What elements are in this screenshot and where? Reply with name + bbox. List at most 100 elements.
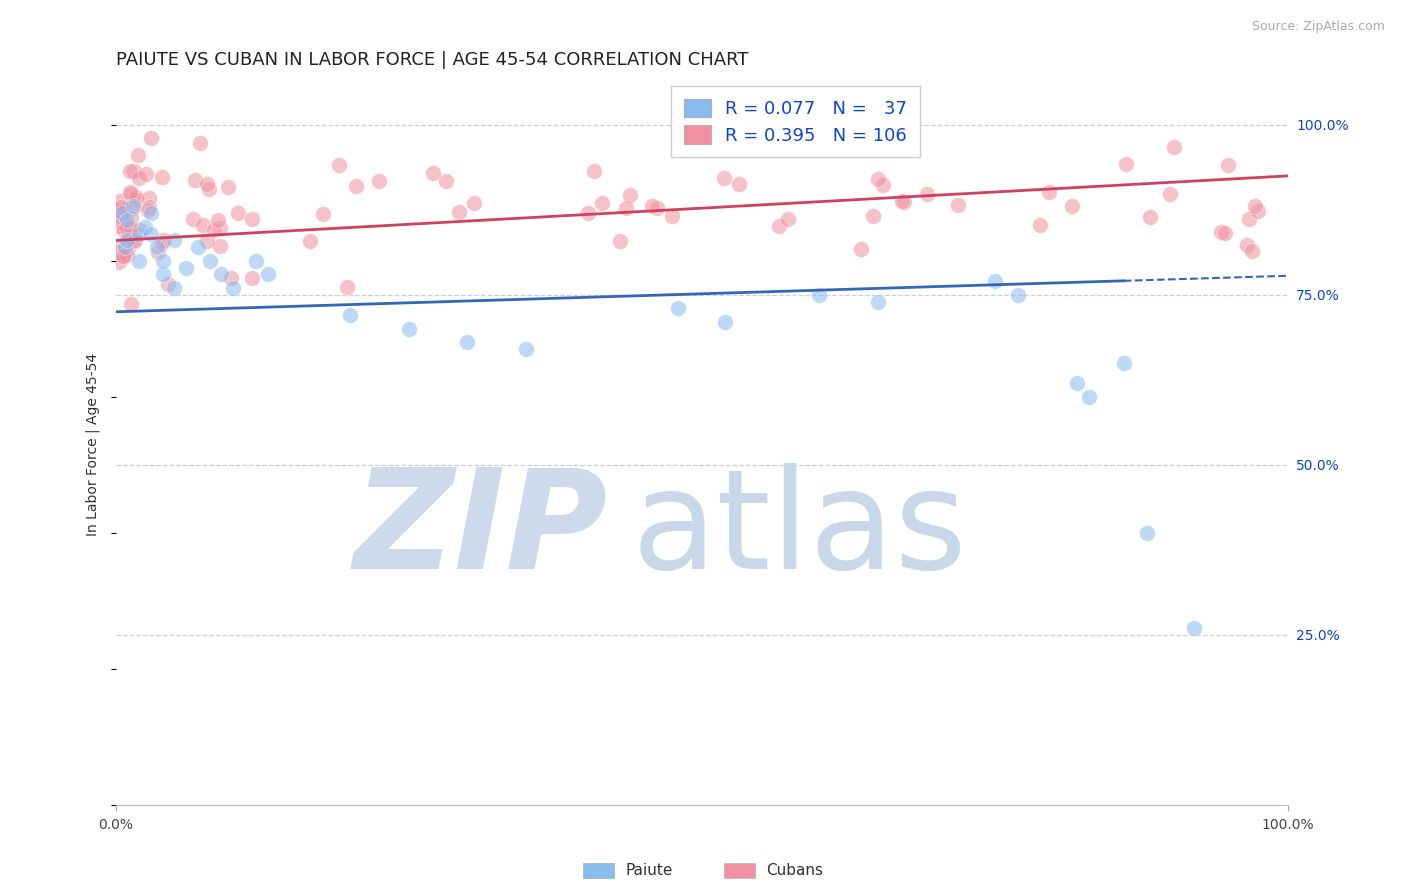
Point [1077, 390, 1099, 404]
Point [134, 219, 156, 234]
Point [122, 201, 145, 215]
Point [893, 194, 915, 209]
Point [728, 177, 751, 191]
Point [117, 213, 139, 227]
Point [138, 200, 160, 214]
Point [1163, 139, 1185, 153]
Point [339, 308, 361, 322]
Point [184, 173, 207, 187]
Point [1112, 356, 1135, 370]
Point [122, 228, 145, 243]
Point [714, 315, 737, 329]
Point [240, 271, 263, 285]
Point [105, 245, 128, 260]
Point [181, 212, 204, 227]
Point [1115, 157, 1137, 171]
Point [449, 205, 471, 219]
Point [436, 174, 458, 188]
Text: Cubans: Cubans [766, 863, 824, 878]
Point [105, 219, 128, 234]
Point [120, 221, 142, 235]
Point [240, 211, 263, 226]
Point [1136, 525, 1159, 540]
Point [198, 182, 221, 196]
Point [139, 227, 162, 241]
Point [862, 210, 884, 224]
Point [257, 268, 280, 282]
Point [1062, 199, 1084, 213]
Point [174, 260, 197, 275]
Point [146, 240, 169, 254]
Point [153, 233, 176, 247]
Point [1213, 226, 1236, 240]
Point [187, 240, 209, 254]
Point [645, 202, 668, 216]
Point [122, 199, 145, 213]
Point [136, 202, 159, 217]
Point [299, 235, 322, 249]
Point [117, 234, 139, 248]
Point [1209, 225, 1232, 239]
Point [128, 253, 150, 268]
Point [1139, 210, 1161, 224]
Point [808, 287, 831, 301]
Text: Paiute: Paiute [626, 863, 673, 878]
Point [946, 198, 969, 212]
Point [202, 223, 225, 237]
Point [609, 234, 631, 248]
Point [163, 234, 186, 248]
Point [1038, 185, 1060, 199]
Y-axis label: In Labor Force | Age 45-54: In Labor Force | Age 45-54 [86, 352, 100, 536]
Point [209, 268, 232, 282]
Point [1028, 218, 1050, 232]
Point [576, 206, 599, 220]
Point [984, 274, 1007, 288]
Point [125, 193, 148, 207]
Point [1246, 203, 1268, 218]
Point [120, 297, 142, 311]
Point [368, 174, 391, 188]
Point [344, 179, 367, 194]
Point [312, 207, 335, 221]
Point [463, 196, 485, 211]
Point [150, 169, 173, 184]
Text: Source: ZipAtlas.com: Source: ZipAtlas.com [1251, 20, 1385, 33]
Point [191, 219, 214, 233]
Point [125, 189, 148, 203]
Point [515, 342, 537, 356]
Point [328, 158, 350, 172]
Point [118, 230, 141, 244]
Point [1240, 244, 1263, 259]
Point [207, 213, 229, 227]
Point [156, 277, 179, 292]
Point [152, 268, 174, 282]
Point [1236, 238, 1258, 252]
Point [118, 186, 141, 200]
Point [146, 245, 169, 260]
Point [1216, 158, 1239, 172]
Point [335, 280, 357, 294]
Point [851, 242, 873, 256]
Point [138, 191, 160, 205]
Point [713, 170, 735, 185]
Point [120, 231, 142, 245]
Point [666, 301, 689, 316]
Point [117, 248, 139, 262]
Point [105, 240, 128, 254]
Point [111, 206, 134, 220]
Point [866, 172, 889, 186]
Point [456, 335, 478, 350]
Point [1182, 621, 1205, 635]
Point [422, 166, 444, 180]
Point [114, 240, 136, 254]
Point [245, 253, 267, 268]
Point [124, 233, 146, 247]
Point [128, 171, 150, 186]
Point [112, 248, 135, 262]
Point [139, 131, 162, 145]
Point [129, 223, 152, 237]
Point [222, 281, 245, 295]
Point [139, 206, 162, 220]
Point [195, 234, 218, 248]
Point [112, 205, 135, 219]
